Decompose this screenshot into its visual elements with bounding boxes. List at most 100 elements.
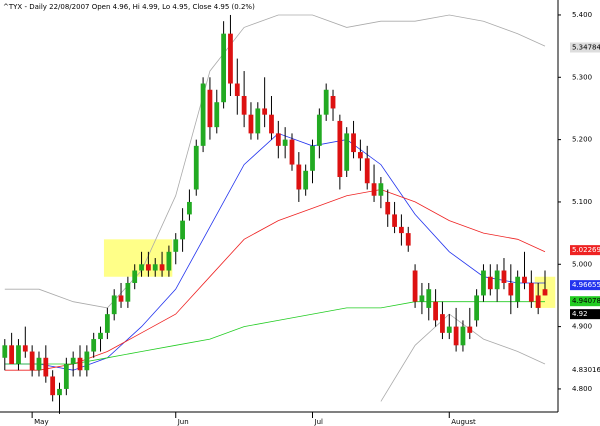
value-badge: [570, 280, 600, 291]
candle-body: [296, 164, 302, 190]
x-tick-label: Jun: [177, 418, 189, 426]
y-tick-label: 5.300: [572, 73, 592, 81]
candle-body: [111, 295, 117, 315]
candle-body: [494, 270, 500, 290]
candle-body: [132, 270, 138, 283]
value-badge: [570, 245, 600, 256]
candle-body: [193, 145, 199, 190]
candle-body: [180, 220, 185, 240]
y-tick-label: 5.100: [572, 198, 592, 206]
candle-body: [36, 357, 42, 371]
candle-body: [91, 339, 97, 352]
candle-body: [392, 214, 397, 227]
candle-body: [173, 239, 179, 252]
value-badge-label: 4.92: [572, 310, 588, 318]
candle-body: [125, 282, 131, 302]
candle-body: [405, 233, 411, 246]
candle-body: [234, 83, 240, 96]
candle-body: [385, 201, 391, 215]
candle-body: [214, 102, 220, 128]
candle-body: [207, 89, 213, 128]
candle-body: [433, 301, 438, 321]
candle-body: [289, 139, 295, 165]
candle-body: [57, 388, 62, 396]
candle-body: [344, 133, 350, 171]
candle-body: [16, 345, 21, 365]
candle-body: [29, 351, 35, 371]
candle-body: [104, 314, 110, 333]
x-tick-label: May: [34, 418, 48, 426]
candle-body: [378, 183, 384, 196]
candle-body: [139, 264, 144, 271]
candle-body: [364, 158, 370, 184]
value-badge: [570, 309, 600, 320]
candle-body: [399, 226, 404, 234]
candle-body: [200, 83, 206, 146]
candle-body: [460, 326, 466, 346]
candle-body: [9, 345, 15, 365]
value-badge: [570, 296, 600, 307]
candle-body: [371, 183, 377, 196]
y-tick-label: 5.000: [572, 260, 592, 268]
candle-body: [262, 108, 268, 115]
candle-body: [118, 295, 124, 302]
candle-body: [508, 282, 514, 296]
candle-body: [440, 314, 445, 333]
candle-body: [50, 376, 56, 396]
overlay-line: [4, 301, 545, 365]
candle-body: [152, 264, 158, 271]
candle-body: [481, 270, 486, 296]
candle-body: [63, 364, 69, 389]
candle-body: [419, 295, 425, 302]
candle-body: [275, 133, 281, 146]
y-tick-label: 4.800: [572, 385, 592, 393]
chart-title: ^TYX - Daily 22/08/2007 Open 4.96, Hi 4.…: [3, 3, 255, 11]
candle-body: [269, 114, 274, 134]
x-tick-label: August: [451, 418, 476, 426]
y-tick-label: 4.900: [572, 323, 592, 331]
value-badge-label: 4.94078: [572, 297, 600, 305]
value-badge-label: 4.83016: [572, 366, 600, 374]
candle-body: [357, 152, 363, 159]
x-tick-label: Jul: [314, 418, 324, 426]
candle-body: [310, 145, 315, 171]
candle-body: [501, 270, 507, 283]
candle-body: [522, 276, 527, 283]
overlay-line: [380, 313, 546, 402]
overlay-line: [4, 189, 546, 371]
candle-body: [248, 114, 254, 134]
candle-body: [145, 264, 151, 271]
candle-body: [282, 139, 288, 146]
candle-body: [303, 170, 309, 190]
candle-body: [22, 345, 28, 352]
candle-body: [323, 89, 329, 115]
value-badge-label: 5.34784: [572, 43, 600, 51]
candle-body: [221, 33, 227, 103]
candle-body: [467, 326, 473, 333]
value-badge-label: 5.02269: [572, 246, 600, 254]
candle-body: [316, 114, 322, 146]
candle-body: [487, 276, 493, 290]
candle-body: [535, 295, 541, 308]
candle-body: [528, 282, 534, 302]
candle-body: [351, 133, 356, 153]
candle-body: [426, 289, 432, 308]
candle-body: [2, 345, 8, 358]
candle-body: [187, 201, 192, 215]
y-tick-label: 5.400: [572, 11, 592, 19]
candle-body: [412, 270, 418, 302]
candle-body: [241, 95, 247, 115]
value-badge: [570, 365, 600, 376]
candle-body: [330, 95, 336, 109]
value-badge: [570, 42, 600, 53]
overlay-line: [4, 14, 546, 309]
candle-body: [43, 357, 49, 377]
y-tick-label: 5.200: [572, 136, 592, 144]
candle-body: [159, 264, 165, 271]
candle-body: [337, 120, 343, 178]
candle-body: [228, 33, 233, 84]
candle-body: [166, 251, 172, 271]
candle-body: [446, 326, 452, 333]
